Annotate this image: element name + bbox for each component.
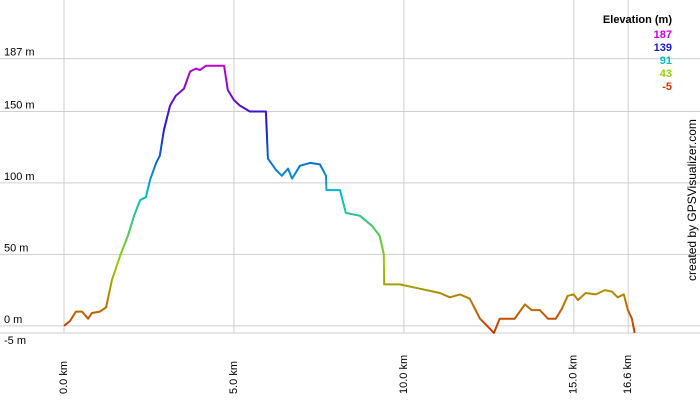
y-tick-label: 187 m	[4, 47, 35, 59]
x-tick-label: 0.0 km	[58, 361, 70, 394]
x-tick-label: 15.0 km	[568, 355, 580, 394]
credit: created by GPSVisualizer.com	[685, 119, 699, 281]
grid	[0, 0, 700, 334]
elevation-line	[63, 64, 636, 334]
legend-value: -5	[662, 81, 672, 93]
x-tick-label: 10.0 km	[398, 355, 410, 394]
y-tick-label: 50 m	[4, 242, 28, 254]
legend-title: Elevation (m)	[603, 14, 672, 26]
legend-value: 139	[654, 42, 672, 54]
x-tick-label: 16.6 km	[622, 355, 634, 394]
y-tick-label: 100 m	[4, 171, 35, 183]
y-tick-label: -5 m	[4, 335, 26, 347]
x-tick-label: 5.0 km	[228, 361, 240, 394]
y-tick-label: 150 m	[4, 99, 35, 111]
legend-value: 43	[660, 68, 672, 80]
legend-value: 91	[660, 55, 672, 67]
plot	[63, 64, 636, 334]
y-tick-label: 0 m	[4, 314, 22, 326]
legend-value: 187	[654, 29, 672, 41]
